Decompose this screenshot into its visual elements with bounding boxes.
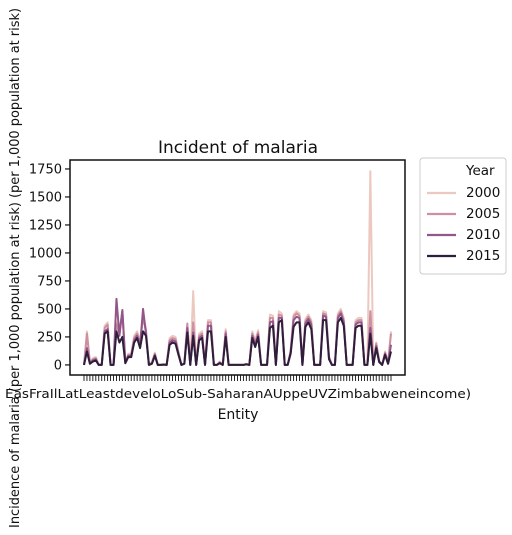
- legend-title: Year: [465, 163, 495, 179]
- y-tick-label: 1000: [29, 246, 62, 261]
- legend-box: [419, 157, 507, 275]
- y-tick-label: 750: [37, 274, 62, 289]
- legend-label-2015: 2015: [466, 248, 500, 264]
- y-tick-label: 1750: [29, 162, 62, 177]
- legend-label-2010: 2010: [466, 227, 500, 243]
- legend: Year 2000 2005 2010 2015: [419, 157, 507, 275]
- series-line-2015: [83, 316, 392, 366]
- y-axis: 0 250 500 750 1000 1250 1500 1750: [29, 162, 70, 373]
- y-tick-label: 1250: [29, 218, 62, 233]
- plot-lines: [83, 170, 392, 366]
- y-tick-label: 250: [37, 330, 62, 345]
- y-tick-label: 0: [54, 358, 62, 373]
- y-tick-label: 1500: [29, 190, 62, 205]
- y-tick-label: 500: [37, 302, 62, 317]
- chart-title: Incident of malaria: [158, 138, 318, 158]
- x-axis-label: Entity: [218, 407, 259, 423]
- legend-label-2000: 2000: [466, 185, 500, 201]
- legend-label-2005: 2005: [466, 206, 500, 222]
- x-axis: [83, 375, 392, 381]
- x-tick-labels: EasFraIlLatLeastdeveloLoSub-SaharanAUppe…: [5, 386, 471, 401]
- y-axis-label: Incidence of malaria (per 1,000 populati…: [8, 8, 23, 528]
